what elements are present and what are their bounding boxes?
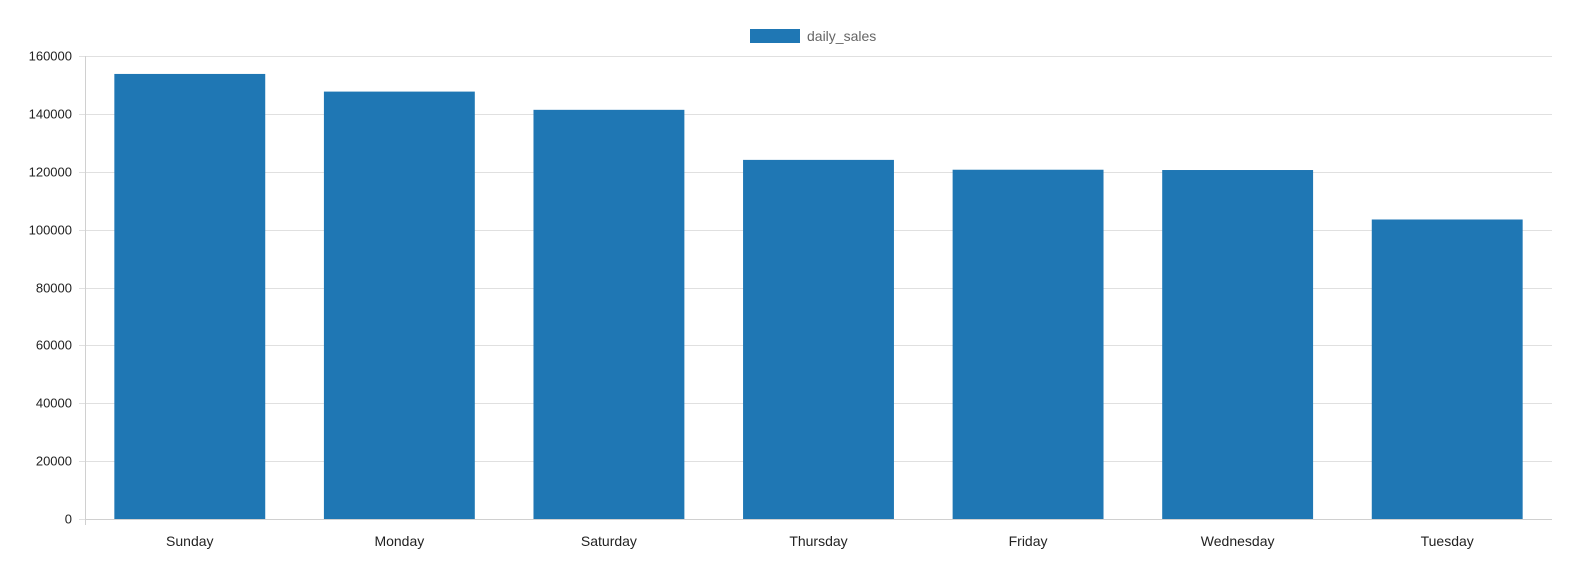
y-tick-label: 20000 [36,454,72,469]
bar-tuesday[interactable] [1371,219,1523,519]
x-tick-label: Monday [374,533,424,549]
y-tick-label: 0 [65,512,72,527]
bars [114,73,1523,520]
x-tick-label: Wednesday [1201,533,1275,549]
y-tick-label: 160000 [29,49,72,64]
y-tick-labels: 0 20000 40000 60000 80000 100000 120000 140000 1… [29,49,72,527]
bar-thursday[interactable] [743,159,894,519]
x-tick-label: Saturday [581,533,637,549]
y-tick-label: 140000 [29,107,72,122]
y-tick-label: 40000 [36,396,72,411]
legend-swatch[interactable] [750,29,800,43]
y-tick-label: 100000 [29,223,72,238]
x-tick-label: Sunday [166,533,213,549]
x-tick-label: Tuesday [1421,533,1474,549]
axes [85,56,1552,525]
legend[interactable]: daily_sales [750,28,876,44]
y-tick-label: 120000 [29,165,72,180]
bar-sunday[interactable] [114,73,266,519]
legend-label[interactable]: daily_sales [807,28,876,44]
x-tick-label: Friday [1009,533,1048,549]
bar-wednesday[interactable] [1162,170,1314,520]
bar-saturday[interactable] [533,109,685,519]
bar-monday[interactable] [323,91,475,519]
x-tick-label: Thursday [789,533,847,549]
x-tick-labels: Sunday Monday Saturday Thursday Friday Wednes… [166,533,1474,549]
y-tick-label: 80000 [36,281,72,296]
y-tick-label: 60000 [36,338,72,353]
bar-friday[interactable] [952,169,1104,520]
